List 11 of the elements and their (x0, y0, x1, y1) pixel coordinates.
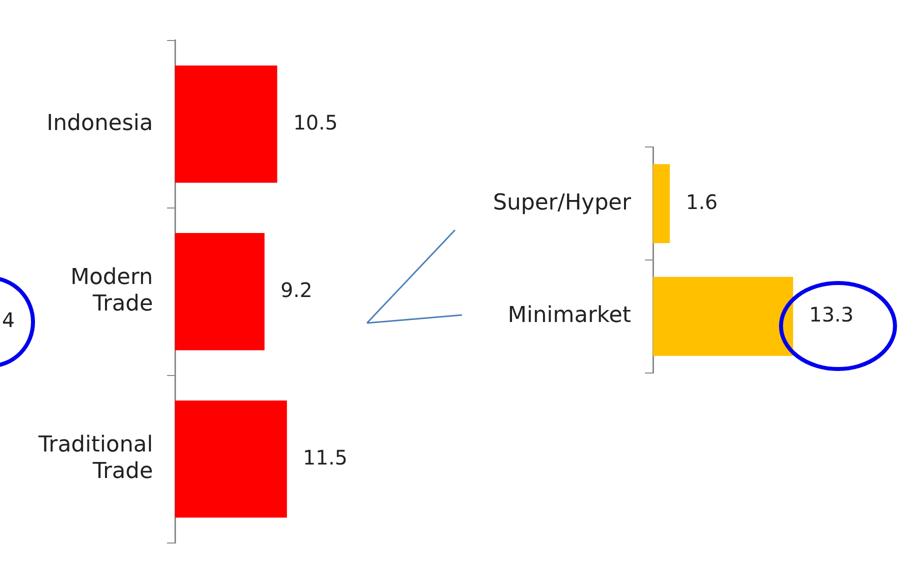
data-label: 9.2 (280, 278, 312, 302)
data-label: 11.5 (302, 445, 348, 470)
y-tick-label: Super/Hyper (493, 190, 632, 216)
text: 4 (2, 308, 15, 332)
y-tick-label: Indonesia (46, 110, 153, 136)
y-tick-label: Modern Trade (70, 265, 153, 317)
y-tick-label: Traditional Trade (37, 432, 153, 484)
data-label: 1.6 (686, 190, 718, 214)
data-label: 10.5 (293, 110, 338, 134)
y-tick-label: Minimarket (508, 303, 632, 328)
data-label: 13.3 (809, 302, 854, 327)
